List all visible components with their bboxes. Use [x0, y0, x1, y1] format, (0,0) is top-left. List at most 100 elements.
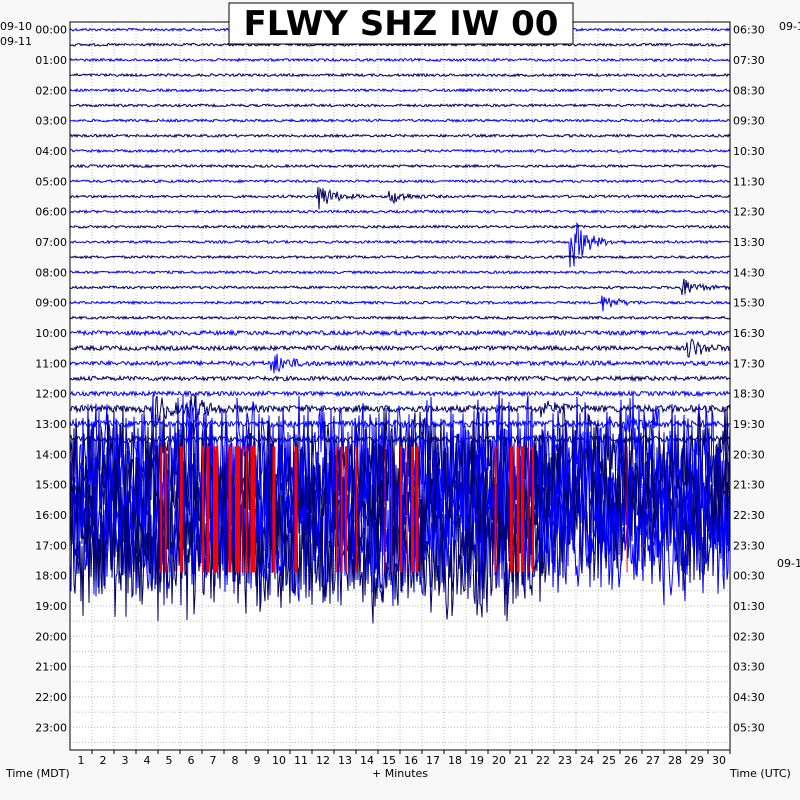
right-hour-label: 13:30 — [733, 236, 765, 249]
left-hour-label: 06:00 — [35, 206, 67, 219]
right-hour-label: 00:30 — [733, 570, 765, 583]
right-hour-label: 19:30 — [733, 418, 765, 431]
right-date-rollover: 09-1 — [777, 557, 800, 570]
clipped-segment — [345, 446, 347, 573]
x-tick-label: 27 — [646, 754, 660, 767]
right-date-top: 09-1 — [779, 20, 800, 33]
clipped-segment — [391, 446, 393, 573]
left-hour-label: 04:00 — [35, 145, 67, 158]
right-hour-label: 17:30 — [733, 357, 765, 370]
clipped-segment — [252, 446, 256, 573]
clipped-segment — [356, 446, 357, 573]
clipped-segment — [180, 446, 182, 573]
clipped-segment — [384, 446, 386, 573]
left-hour-label: 00:00 — [35, 24, 67, 37]
clipped-segment — [336, 446, 338, 573]
x-tick-label: 26 — [624, 754, 638, 767]
seismic-trace — [69, 57, 731, 63]
x-tick-label: 5 — [166, 754, 173, 767]
left-hour-label: 13:00 — [35, 418, 67, 431]
x-tick-label: 9 — [254, 754, 261, 767]
seismic-trace — [69, 208, 731, 215]
seismic-trace — [70, 72, 730, 78]
x-tick-label: 7 — [210, 754, 217, 767]
x-tick-label: 17 — [426, 754, 440, 767]
seismic-trace — [69, 269, 730, 275]
left-hour-label: 23:00 — [35, 721, 67, 734]
clipped-segment — [182, 446, 184, 573]
left-axis-label: Time (MDT) — [5, 767, 70, 780]
right-hour-label: 14:30 — [733, 266, 765, 279]
clipped-segment — [213, 446, 215, 573]
x-tick-label: 1 — [78, 754, 85, 767]
clipped-segment — [246, 446, 247, 573]
clipped-segment — [250, 446, 254, 573]
x-tick-label: 11 — [294, 754, 308, 767]
left-hour-label: 12:00 — [35, 388, 67, 401]
clipped-segment — [516, 446, 520, 573]
clipped-segment — [406, 446, 408, 573]
left-hour-label: 14:00 — [35, 448, 67, 461]
clipped-segment — [160, 446, 163, 573]
clipped-segment — [523, 446, 525, 573]
x-axis-label: + Minutes — [372, 767, 428, 780]
seismic-trace — [69, 338, 731, 358]
seismic-trace — [69, 148, 731, 154]
seismic-trace — [69, 328, 731, 338]
right-hour-label: 10:30 — [733, 145, 765, 158]
x-tick-label: 3 — [122, 754, 129, 767]
left-hour-label: 16:00 — [35, 509, 67, 522]
clipped-segment — [527, 446, 529, 573]
clipped-segment — [228, 446, 232, 573]
x-tick-label: 22 — [536, 754, 550, 767]
left-hour-label: 17:00 — [35, 539, 67, 552]
clipped-segment — [235, 446, 238, 573]
right-hour-label: 11:30 — [733, 175, 765, 188]
seismic-trace — [69, 254, 731, 260]
clipped-segment — [389, 446, 390, 573]
left-time-axis: 00:00 01:00 02:00 03:00 04:00 05:00 06:00 07:00… — [35, 24, 67, 735]
clipped-segment — [215, 446, 219, 573]
seismic-trace — [69, 315, 731, 321]
seismic-trace — [69, 102, 731, 108]
left-hour-label: 22:00 — [35, 691, 67, 704]
right-axis-label: Time (UTC) — [729, 767, 791, 780]
clipped-segment — [510, 446, 512, 573]
x-tick-label: 18 — [448, 754, 462, 767]
left-hour-label: 11:00 — [35, 357, 67, 370]
right-hour-label: 12:30 — [733, 206, 765, 219]
left-date-start: 09-11 — [0, 35, 32, 48]
right-hour-label: 06:30 — [733, 24, 765, 37]
x-tick-label: 30 — [712, 754, 726, 767]
x-tick-label: 4 — [144, 754, 151, 767]
x-tick-label: 29 — [690, 754, 704, 767]
right-hour-label: 09:30 — [733, 115, 765, 128]
left-date-top: 09-10 — [0, 20, 32, 33]
left-hour-label: 20:00 — [35, 630, 67, 643]
left-hour-label: 02:00 — [35, 84, 67, 97]
x-tick-label: 12 — [316, 754, 330, 767]
clipped-segment — [272, 446, 276, 573]
x-tick-label: 6 — [188, 754, 195, 767]
seismic-trace — [69, 178, 731, 184]
right-hour-label: 23:30 — [733, 539, 765, 552]
right-hour-label: 16:30 — [733, 327, 765, 340]
x-tick-label: 20 — [492, 754, 506, 767]
clipped-segment — [626, 446, 628, 573]
seismic-trace — [69, 87, 731, 93]
seismic-trace — [69, 133, 731, 139]
clipped-segment — [521, 446, 524, 573]
right-hour-label: 03:30 — [733, 661, 765, 674]
clipped-segment — [169, 446, 170, 573]
x-tick-label: 2 — [100, 754, 107, 767]
clipped-segment — [164, 446, 167, 573]
x-tick-label: 13 — [338, 754, 352, 767]
seismic-trace — [69, 353, 731, 374]
chart-title: FLWY SHZ IW 00 — [244, 4, 559, 44]
seismic-trace — [69, 295, 731, 312]
x-tick-label: 24 — [580, 754, 594, 767]
clipped-segment — [532, 446, 534, 573]
right-hour-label: 08:30 — [733, 84, 765, 97]
x-tick-label: 16 — [404, 754, 418, 767]
x-tick-label: 15 — [382, 754, 396, 767]
